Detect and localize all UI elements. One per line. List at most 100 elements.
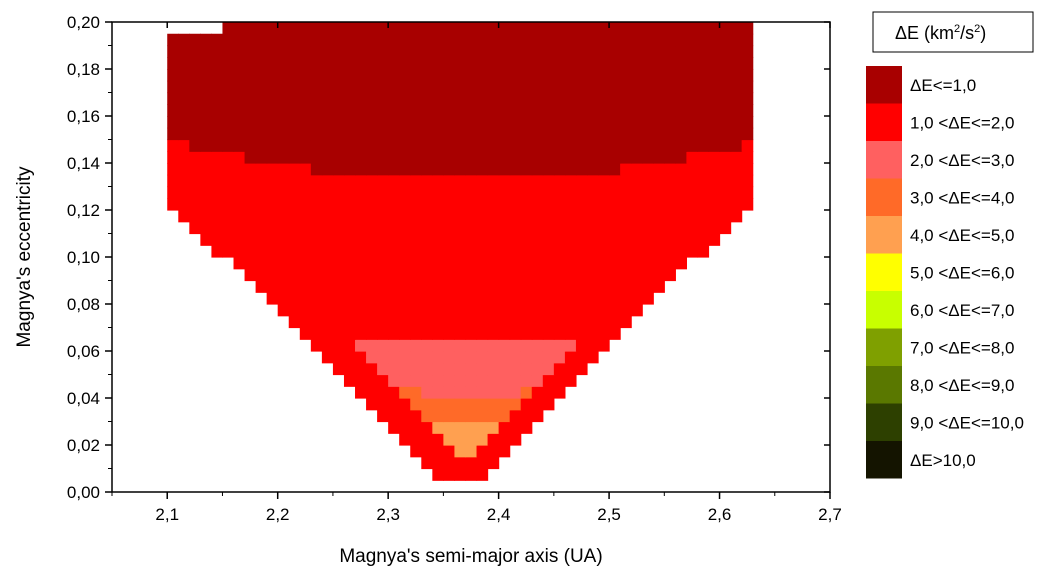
heatmap-cell: [388, 210, 400, 223]
heatmap-cell: [189, 33, 201, 47]
heatmap-cell: [377, 257, 389, 270]
heatmap-cell: [642, 139, 654, 152]
heatmap-cell: [355, 186, 367, 199]
heatmap-cell: [487, 127, 500, 141]
heatmap-cell: [321, 327, 334, 340]
heatmap-cell: [332, 292, 345, 305]
heatmap-cell: [653, 210, 665, 223]
heatmap-cell: [697, 104, 710, 117]
heatmap-cell: [421, 268, 433, 282]
heatmap-cell: [542, 339, 555, 352]
heatmap-cell: [708, 45, 721, 58]
x-tick-label: 2,4: [487, 505, 511, 524]
heatmap-cell: [454, 362, 467, 376]
heatmap-cell: [310, 315, 323, 329]
heatmap-cell: [421, 233, 433, 246]
heatmap-cell: [421, 163, 433, 176]
heatmap-cell: [388, 304, 400, 317]
heatmap-cell: [653, 80, 665, 94]
heatmap-cell: [520, 139, 533, 152]
heatmap-cell: [388, 233, 400, 246]
heatmap-cell: [664, 45, 676, 58]
heatmap-cell: [487, 456, 500, 470]
heatmap-cell: [454, 139, 467, 152]
heatmap-cell: [255, 69, 268, 82]
heatmap-cell: [465, 304, 478, 317]
heatmap-cell: [520, 127, 533, 141]
heatmap-cell: [476, 315, 489, 329]
heatmap-cell: [575, 127, 588, 141]
heatmap-cell: [741, 198, 754, 211]
heatmap-cell: [189, 174, 201, 188]
heatmap-cell: [531, 45, 544, 58]
heatmap-cell: [321, 80, 334, 94]
heatmap-cell: [498, 221, 511, 235]
heatmap-cell: [443, 280, 456, 293]
heatmap-cell: [465, 116, 478, 129]
heatmap-cell: [631, 116, 643, 129]
heatmap-cell: [310, 280, 323, 293]
y-tick-label: 0,02: [67, 436, 100, 455]
heatmap-cell: [686, 127, 699, 141]
heatmap-cell: [520, 268, 533, 282]
heatmap-cell: [343, 327, 356, 340]
heatmap-cell: [399, 292, 411, 305]
heatmap-cell: [553, 92, 566, 105]
heatmap-cell: [465, 221, 478, 235]
heatmap-cell: [686, 245, 699, 258]
heatmap-cell: [310, 245, 323, 258]
heatmap-cell: [675, 163, 687, 176]
heatmap-cell: [542, 362, 555, 376]
heatmap-cell: [355, 163, 367, 176]
heatmap-cell: [653, 280, 665, 293]
heatmap-cell: [277, 22, 290, 35]
heatmap-cell: [410, 210, 422, 223]
heatmap-cell: [355, 339, 367, 352]
heatmap-cell: [343, 116, 356, 129]
heatmap-cell: [255, 198, 268, 211]
heatmap-cell: [222, 245, 235, 258]
heatmap-cell: [487, 198, 500, 211]
heatmap-cell: [620, 257, 632, 270]
heatmap-cell: [366, 362, 378, 376]
heatmap-cell: [410, 69, 422, 82]
heatmap-cell: [675, 257, 687, 270]
heatmap-cell: [377, 409, 389, 423]
heatmap-cell: [564, 245, 577, 258]
heatmap-cell: [343, 257, 356, 270]
heatmap-cell: [443, 33, 456, 47]
heatmap-cell: [487, 186, 500, 199]
heatmap-cell: [432, 233, 444, 246]
heatmap-cell: [553, 233, 566, 246]
heatmap-cell: [266, 22, 279, 35]
heatmap-cell: [465, 362, 478, 376]
heatmap-cell: [310, 198, 323, 211]
heatmap-cell: [288, 139, 301, 152]
heatmap-cell: [211, 151, 224, 164]
heatmap-cell: [609, 92, 621, 105]
heatmap-cell: [321, 292, 334, 305]
heatmap-cell: [288, 116, 301, 129]
heatmap-cell: [598, 245, 610, 258]
heatmap-cell: [564, 69, 577, 82]
heatmap-cell: [443, 92, 456, 105]
heatmap-cell: [266, 268, 279, 282]
heatmap-cell: [366, 268, 378, 282]
heatmap-cell: [377, 174, 389, 188]
heatmap-cell: [454, 104, 467, 117]
heatmap-cell: [266, 69, 279, 82]
heatmap-cell: [321, 221, 334, 235]
heatmap-cell: [321, 186, 334, 199]
heatmap-cell: [443, 304, 456, 317]
heatmap-cell: [575, 174, 588, 188]
heatmap-cell: [321, 33, 334, 47]
heatmap-cell: [465, 80, 478, 94]
heatmap-cell: [609, 304, 621, 317]
heatmap-cell: [189, 163, 201, 176]
heatmap-cell: [377, 104, 389, 117]
heatmap-cell: [487, 69, 500, 82]
heatmap-cell: [730, 57, 743, 70]
heatmap-cell: [531, 33, 544, 47]
heatmap-cell: [653, 116, 665, 129]
heatmap-cell: [553, 221, 566, 235]
